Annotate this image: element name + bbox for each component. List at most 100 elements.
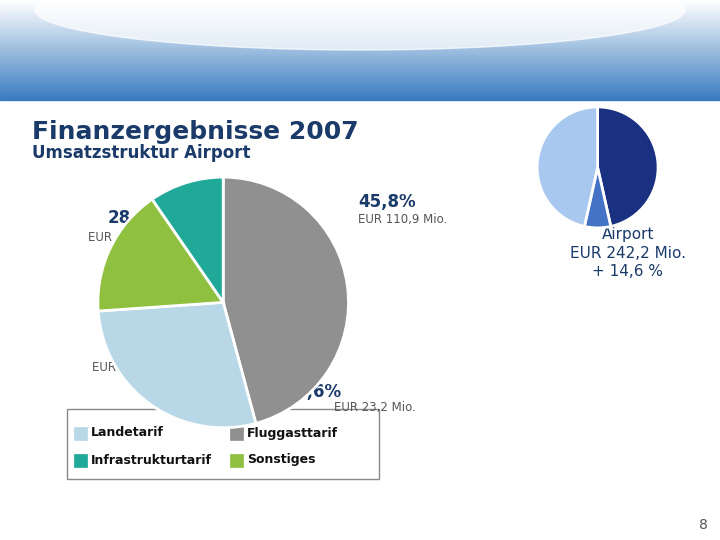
Bar bbox=[0, 39, 720, 40]
Text: 9,6%: 9,6% bbox=[295, 383, 341, 401]
Bar bbox=[0, 25, 720, 26]
Wedge shape bbox=[98, 199, 223, 311]
Bar bbox=[0, 41, 720, 42]
Text: Infrastrukturtarif: Infrastrukturtarif bbox=[91, 454, 212, 467]
Bar bbox=[0, 22, 720, 23]
Bar bbox=[0, 51, 720, 52]
Bar bbox=[0, 54, 720, 55]
Text: 8: 8 bbox=[699, 518, 708, 532]
Bar bbox=[0, 14, 720, 15]
Text: Fluggasttarif: Fluggasttarif bbox=[247, 427, 338, 440]
Wedge shape bbox=[152, 177, 223, 302]
Bar bbox=[0, 1, 720, 2]
Bar bbox=[0, 40, 720, 41]
Ellipse shape bbox=[35, 0, 685, 50]
Bar bbox=[0, 12, 720, 13]
FancyBboxPatch shape bbox=[67, 409, 379, 479]
Bar bbox=[0, 33, 720, 34]
Bar bbox=[0, 59, 720, 60]
Bar bbox=[0, 42, 720, 43]
Bar bbox=[0, 18, 720, 19]
Bar bbox=[0, 53, 720, 54]
Bar bbox=[0, 55, 720, 56]
Bar bbox=[0, 61, 720, 62]
Bar bbox=[0, 11, 720, 12]
Bar bbox=[0, 28, 720, 29]
Bar bbox=[0, 70, 720, 71]
Text: EUR 23,2 Mio.: EUR 23,2 Mio. bbox=[334, 402, 415, 415]
Bar bbox=[0, 82, 720, 83]
Bar bbox=[0, 85, 720, 86]
Bar bbox=[0, 19, 720, 20]
Bar bbox=[0, 20, 720, 21]
Bar bbox=[0, 16, 720, 17]
Bar bbox=[0, 45, 720, 46]
Bar bbox=[0, 2, 720, 3]
Bar bbox=[0, 6, 720, 7]
Bar bbox=[0, 64, 720, 65]
Bar bbox=[0, 30, 720, 31]
Bar bbox=[0, 96, 720, 97]
Bar bbox=[0, 32, 720, 33]
Text: Sonstiges: Sonstiges bbox=[247, 454, 315, 467]
Wedge shape bbox=[585, 167, 611, 228]
Text: Umsatzstruktur Airport: Umsatzstruktur Airport bbox=[32, 144, 251, 162]
Text: 45,8%: 45,8% bbox=[358, 193, 415, 211]
Bar bbox=[0, 89, 720, 90]
Bar bbox=[0, 65, 720, 66]
Bar bbox=[0, 97, 720, 98]
Bar bbox=[0, 43, 720, 44]
Bar bbox=[0, 77, 720, 78]
Bar bbox=[0, 29, 720, 30]
Bar bbox=[230, 454, 243, 467]
Bar bbox=[0, 91, 720, 92]
Bar bbox=[0, 46, 720, 47]
Bar bbox=[0, 0, 720, 1]
Bar bbox=[0, 31, 720, 32]
Bar bbox=[0, 10, 720, 11]
Wedge shape bbox=[537, 107, 598, 226]
Bar bbox=[0, 48, 720, 49]
Bar bbox=[0, 81, 720, 82]
Bar bbox=[230, 427, 243, 440]
Bar bbox=[0, 90, 720, 91]
Bar bbox=[0, 95, 720, 96]
Bar bbox=[74, 427, 87, 440]
Bar bbox=[0, 84, 720, 85]
Bar bbox=[0, 71, 720, 72]
Text: Landetarif: Landetarif bbox=[91, 427, 164, 440]
Bar bbox=[0, 74, 720, 75]
Bar bbox=[0, 98, 720, 99]
Bar bbox=[0, 23, 720, 24]
Wedge shape bbox=[598, 107, 658, 226]
Bar bbox=[0, 34, 720, 35]
Bar bbox=[0, 21, 720, 22]
Bar bbox=[0, 86, 720, 87]
Bar bbox=[0, 66, 720, 67]
Bar bbox=[0, 56, 720, 57]
Bar bbox=[0, 50, 720, 51]
Bar bbox=[0, 80, 720, 81]
Text: + 14,6 %: + 14,6 % bbox=[593, 264, 664, 279]
Bar bbox=[0, 87, 720, 88]
Bar bbox=[0, 5, 720, 6]
Bar bbox=[0, 99, 720, 100]
Bar bbox=[0, 93, 720, 94]
Bar bbox=[0, 67, 720, 68]
Bar bbox=[0, 3, 720, 4]
Bar bbox=[0, 36, 720, 37]
Bar bbox=[0, 76, 720, 77]
Bar bbox=[0, 7, 720, 8]
Bar bbox=[0, 57, 720, 58]
Bar bbox=[0, 13, 720, 14]
Bar bbox=[0, 15, 720, 16]
Bar bbox=[0, 72, 720, 73]
Bar bbox=[0, 8, 720, 9]
Text: Finanzergebnisse 2007: Finanzergebnisse 2007 bbox=[32, 120, 359, 144]
Bar bbox=[0, 63, 720, 64]
Bar bbox=[0, 79, 720, 80]
Bar bbox=[0, 94, 720, 95]
Bar bbox=[0, 47, 720, 48]
Bar bbox=[0, 83, 720, 84]
Text: EUR 68,0 Mio.: EUR 68,0 Mio. bbox=[88, 231, 170, 244]
